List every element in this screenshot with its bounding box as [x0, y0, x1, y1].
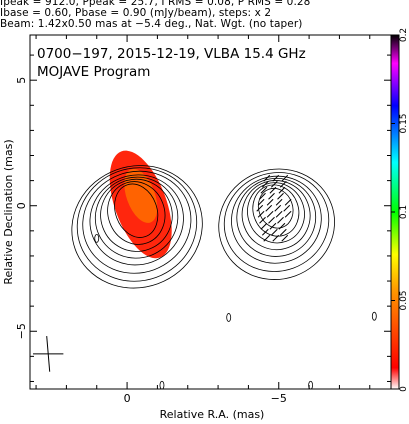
y-tick-label: 5	[15, 77, 28, 84]
x-tick-label: −5	[271, 392, 287, 405]
evpa-dash	[284, 210, 292, 218]
jet-contour	[218, 168, 335, 280]
x-axis-label: Relative R.A. (mas)	[160, 408, 265, 421]
noise-contour	[371, 311, 377, 321]
chart-title: 0700−197, 2015-12-19, VLBA 15.4 GHz	[37, 46, 306, 62]
pol-region	[109, 150, 172, 259]
core-contour	[82, 170, 192, 274]
component-jet	[218, 168, 335, 280]
evpa-dash	[268, 192, 275, 200]
evpa-dash	[279, 180, 287, 188]
evpa-dash	[266, 198, 274, 206]
core-contour	[76, 167, 198, 282]
header-line-base: Ibase = 0.60, Pbase = 0.90 (mJy/beam), s…	[0, 7, 272, 19]
jet-contour	[231, 175, 322, 264]
jet-contour	[257, 187, 294, 229]
evpa-dash	[284, 198, 292, 206]
header-line-beam: Beam: 1.42x0.50 mas at −5.4 deg., Nat. W…	[0, 18, 303, 30]
evpa-dash	[266, 210, 274, 218]
y-tick-label: 0	[15, 202, 28, 209]
evpa-dash	[260, 186, 268, 194]
evpa-dash	[269, 222, 277, 230]
evpa-dash	[257, 198, 265, 206]
y-axis-label: Relative Declination (mas)	[2, 139, 15, 284]
evpa-dash	[281, 174, 289, 182]
header-info: Ipeak = 912.0, Ppeak = 25.7, I RMS = 0.0…	[0, 0, 409, 30]
core-contour	[107, 181, 166, 245]
evpa-dash	[278, 222, 286, 230]
evpa-dash	[277, 216, 284, 224]
evpa-dash	[256, 204, 264, 212]
evpa-dash	[269, 186, 277, 194]
evpa-dash	[274, 204, 282, 212]
header-line-peak: Ipeak = 912.0, Ppeak = 25.7, I RMS = 0.0…	[0, 0, 311, 8]
evpa-dash	[277, 192, 284, 200]
evpa-dash	[279, 228, 287, 236]
axis-ticks: 0 −5 5 0 −5	[15, 35, 391, 405]
evpa-dash	[270, 228, 278, 236]
jet-contour	[241, 180, 311, 251]
evpa-dash	[261, 180, 269, 188]
jet-contour	[223, 172, 330, 272]
chart-subtitle: MOJAVE Program	[37, 64, 150, 80]
evpa-dash	[263, 234, 271, 242]
colorbar-tick-label: 0.2	[399, 28, 409, 42]
pol-region-inner	[124, 168, 158, 223]
evpa-dash	[283, 204, 291, 212]
jet-contour	[236, 177, 317, 257]
noise-contour	[226, 313, 232, 322]
component-core	[71, 165, 203, 289]
evpa-dash	[278, 186, 286, 194]
colorbar-tick-label: 0.15	[399, 113, 409, 133]
evpa-dash	[268, 216, 275, 224]
evpa-dash	[272, 234, 280, 242]
noise-contour	[94, 233, 100, 243]
plot-content	[33, 150, 377, 389]
evpa-dash	[275, 210, 283, 218]
core-contour	[71, 165, 203, 289]
jet-contour	[247, 182, 305, 244]
evpa-dash	[272, 174, 280, 182]
evpa-dash	[260, 222, 268, 230]
x-tick-label: 0	[124, 392, 131, 405]
evpa-dash	[259, 216, 266, 224]
jet-contour	[252, 184, 300, 237]
evpa-dash	[257, 210, 265, 218]
evpa-dash	[261, 228, 269, 236]
colorbar-tick-label: 0.1	[399, 205, 409, 219]
evpa-dash	[263, 174, 271, 182]
evpa-dash	[259, 192, 266, 200]
evpa-dash	[270, 180, 278, 188]
evpa-dash	[281, 234, 289, 242]
evpa-dash	[275, 198, 283, 206]
y-tick-label: −5	[15, 323, 28, 339]
colorbar-tick-label: 0	[399, 386, 409, 392]
colorbar-tick-label: 0.05	[399, 290, 409, 310]
evpa-dash	[265, 204, 273, 212]
core-contour	[94, 176, 179, 259]
colorbar-ticks: 0 0.05 0.1 0.15 0.2	[391, 28, 409, 392]
core-contour	[89, 174, 184, 266]
noise-contour	[159, 380, 165, 389]
core-contour	[114, 183, 159, 238]
core-contour	[100, 178, 173, 252]
